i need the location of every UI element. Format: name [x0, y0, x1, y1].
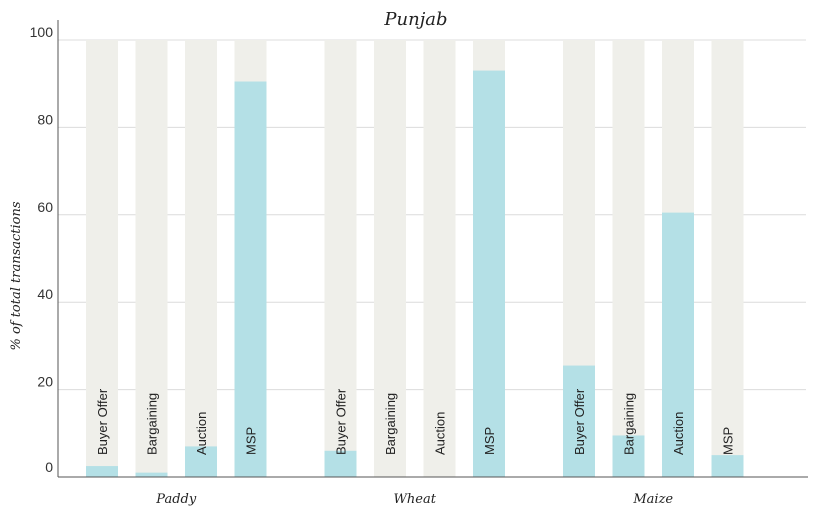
bar	[324, 450, 357, 477]
y-tick-label: 100	[30, 24, 54, 40]
bar	[473, 70, 505, 477]
y-tick-label: 60	[37, 199, 53, 215]
y-axis-label: % of total transactions	[9, 201, 24, 350]
y-tick-label: 80	[37, 111, 53, 127]
bar-background	[711, 40, 744, 477]
bar-category-label: Buyer Offer	[334, 388, 349, 455]
bar	[234, 81, 267, 477]
y-tick-label: 20	[37, 374, 53, 390]
bar-background	[423, 40, 456, 477]
bar-category-label: MSP	[721, 427, 736, 455]
group-label: Maize	[632, 492, 673, 507]
bar-category-label: Auction	[671, 412, 686, 455]
y-tick-label: 0	[45, 459, 53, 475]
bar-category-label: Bargaining	[145, 393, 160, 455]
bar	[662, 212, 694, 478]
axes: 0 20 40 60 80 100 Paddy Wheat Maize	[30, 20, 808, 507]
bar-category-label: Auction	[433, 412, 448, 455]
bar-background	[324, 40, 357, 477]
bar-category-label: Bargaining	[622, 393, 637, 455]
bar-background	[612, 40, 645, 477]
bar-category-label: Bargaining	[383, 393, 398, 455]
bar	[135, 472, 168, 477]
value-bars	[86, 70, 744, 478]
bar-background	[135, 40, 168, 477]
bar	[711, 455, 744, 477]
bar-background	[374, 40, 406, 477]
group-label: Paddy	[155, 492, 197, 507]
bar-category-label: Buyer Offer	[572, 388, 587, 455]
bar-background	[86, 40, 118, 477]
bar-category-label: Buyer Offer	[95, 388, 110, 455]
y-tick-label: 40	[37, 286, 53, 302]
bar-labels: Buyer Offer Bargaining Auction MSP Buyer Off…	[95, 388, 736, 455]
bar	[86, 466, 118, 477]
bar	[185, 446, 217, 477]
bar	[612, 435, 645, 477]
background-bars	[86, 40, 744, 477]
bar-background	[185, 40, 217, 477]
bar-category-label: MSP	[244, 427, 259, 455]
chart-title: Punjab	[383, 9, 447, 30]
bar	[563, 365, 595, 477]
group-label: Wheat	[394, 492, 437, 507]
bar-category-label: Auction	[194, 412, 209, 455]
bar-category-label: MSP	[482, 427, 497, 455]
